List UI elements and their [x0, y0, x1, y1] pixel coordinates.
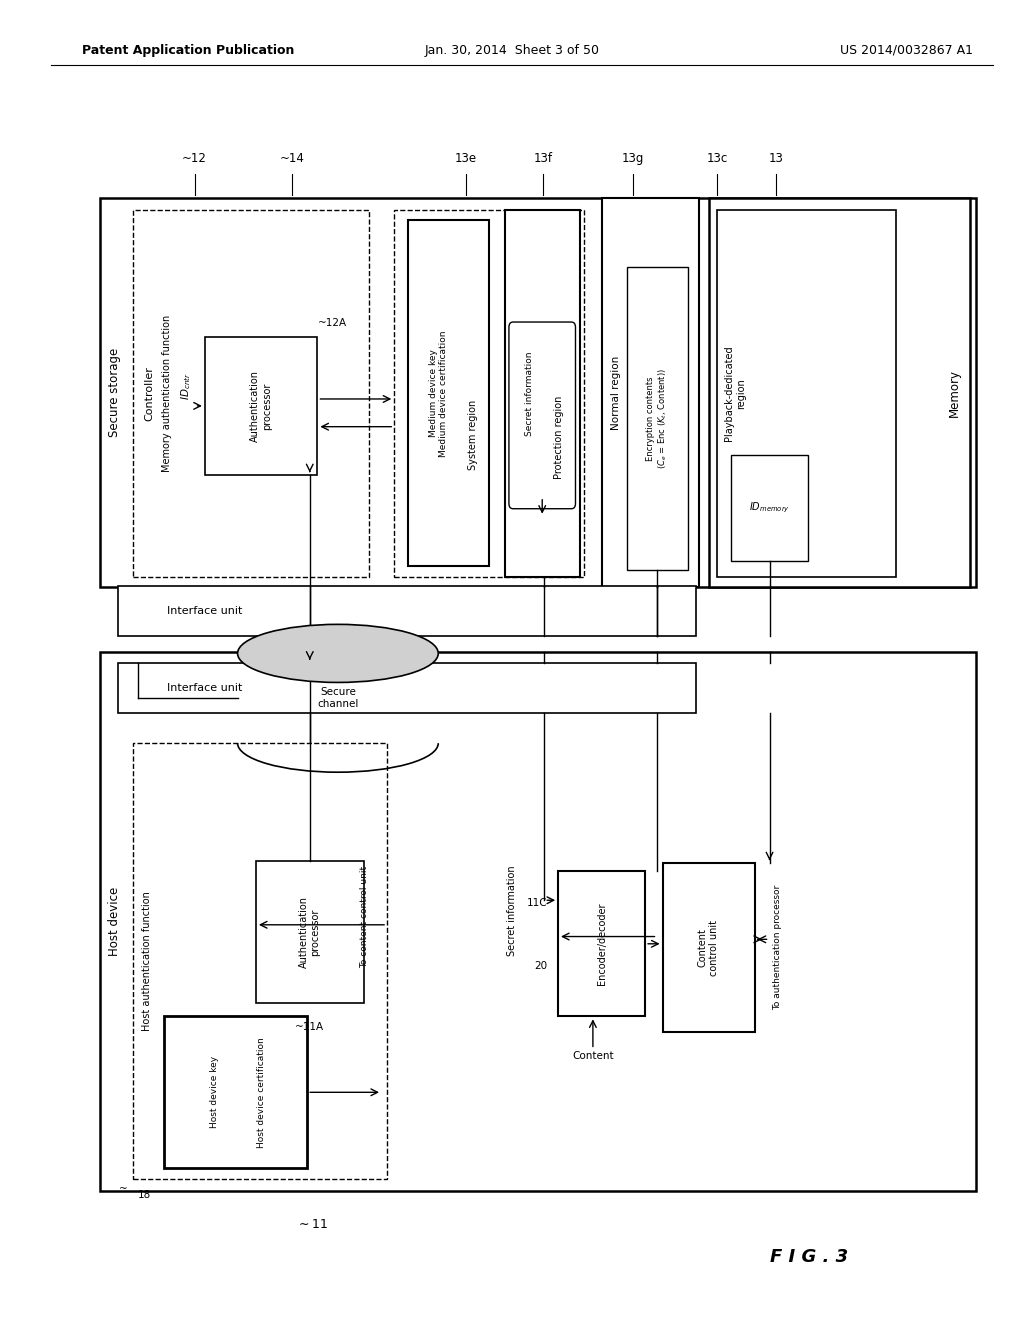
Text: Patent Application Publication: Patent Application Publication [82, 44, 294, 57]
Text: Secret information: Secret information [507, 866, 517, 956]
Text: Playback-dedicated
region: Playback-dedicated region [724, 346, 746, 441]
Text: 13c: 13c [707, 152, 727, 165]
Text: $\sim$11: $\sim$11 [296, 1218, 329, 1232]
Text: To authentication processor: To authentication processor [773, 886, 781, 1010]
Text: Jan. 30, 2014  Sheet 3 of 50: Jan. 30, 2014 Sheet 3 of 50 [425, 44, 599, 57]
Text: 20: 20 [535, 961, 548, 970]
Text: Controller: Controller [144, 366, 155, 421]
Text: Medium device key
Medium device certification: Medium device key Medium device certific… [429, 330, 449, 457]
Bar [731, 455, 808, 561]
Text: Encryption contents
($C_e$ = Enc ($K_t$, Content)): Encryption contents ($C_e$ = Enc ($K_t$,… [646, 368, 669, 469]
Text: Host device key: Host device key [210, 1056, 218, 1129]
Text: Content: Content [572, 1051, 613, 1061]
Text: Host device: Host device [109, 887, 121, 956]
Text: ~11A: ~11A [295, 1022, 325, 1032]
Text: 13e: 13e [455, 152, 477, 165]
Bar [408, 220, 489, 566]
Text: ~12: ~12 [182, 152, 207, 165]
Text: Content
control unit: Content control unit [697, 920, 720, 975]
FancyBboxPatch shape [509, 322, 575, 508]
Text: Secure
channel: Secure channel [317, 688, 358, 709]
Bar [394, 210, 584, 577]
Text: 13g: 13g [622, 152, 644, 165]
Text: $ID_{memory}$: $ID_{memory}$ [750, 502, 790, 515]
Bar [709, 198, 970, 587]
Bar [205, 337, 317, 475]
Text: To content control unit: To content control unit [360, 866, 369, 969]
Text: $ID_{cntr}$: $ID_{cntr}$ [179, 372, 194, 400]
Bar [100, 198, 976, 587]
Bar [238, 653, 438, 743]
Text: Protection region: Protection region [554, 396, 563, 479]
Bar [505, 210, 580, 577]
Bar [558, 871, 645, 1016]
Text: US 2014/0032867 A1: US 2014/0032867 A1 [840, 44, 973, 57]
Text: Secure storage: Secure storage [109, 348, 121, 437]
Text: 18: 18 [138, 1189, 152, 1200]
Text: Secret information: Secret information [525, 351, 534, 436]
Bar [133, 743, 387, 1179]
Text: Encoder/decoder: Encoder/decoder [597, 903, 606, 985]
Text: ~12A: ~12A [318, 318, 347, 329]
Text: System region: System region [468, 400, 478, 470]
Text: 11C: 11C [527, 898, 548, 908]
Text: Interface unit: Interface unit [167, 606, 243, 616]
Bar [118, 586, 696, 636]
Bar [627, 267, 688, 570]
Text: 13f: 13f [534, 152, 552, 165]
Bar [256, 861, 364, 1003]
Text: Memory authentication function: Memory authentication function [162, 314, 172, 473]
Bar [663, 863, 755, 1032]
Text: 13: 13 [769, 152, 783, 165]
Bar [164, 1016, 307, 1168]
Text: Authentication
processor: Authentication processor [250, 370, 272, 442]
Bar [717, 210, 896, 577]
Ellipse shape [238, 624, 438, 682]
Text: ~14: ~14 [280, 152, 304, 165]
Text: F I G . 3: F I G . 3 [770, 1247, 848, 1266]
Text: Normal region: Normal region [611, 355, 622, 430]
Text: ~: ~ [119, 1184, 128, 1195]
Bar [133, 210, 369, 577]
Text: Authentication
processor: Authentication processor [299, 896, 321, 968]
Text: Memory: Memory [948, 368, 961, 417]
Text: Interface unit: Interface unit [167, 682, 243, 693]
Text: Host device certification: Host device certification [257, 1038, 266, 1147]
Bar [602, 198, 699, 587]
Bar [118, 663, 696, 713]
Bar [100, 652, 976, 1191]
Text: Host authentication function: Host authentication function [142, 891, 153, 1031]
